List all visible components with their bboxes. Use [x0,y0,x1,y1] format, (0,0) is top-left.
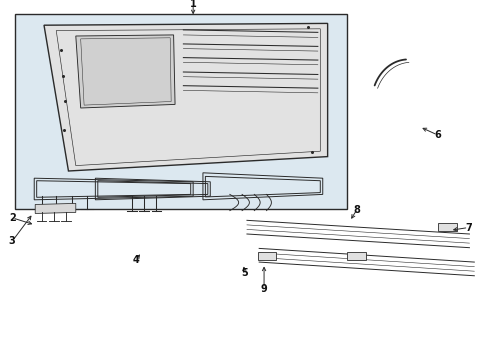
Text: 1: 1 [189,0,196,9]
Bar [346,252,365,260]
Text: 7: 7 [464,222,471,233]
Text: 4: 4 [132,255,139,265]
Polygon shape [35,203,76,213]
Polygon shape [76,35,175,108]
Bar [15,14,346,209]
Bar [257,252,276,260]
Text: 5: 5 [241,268,247,278]
Text: 3: 3 [9,236,16,246]
Text: 8: 8 [353,204,360,215]
Text: 6: 6 [433,130,440,140]
Bar [437,223,456,231]
Polygon shape [44,23,327,171]
Text: 2: 2 [9,213,16,223]
Text: 9: 9 [260,284,267,294]
